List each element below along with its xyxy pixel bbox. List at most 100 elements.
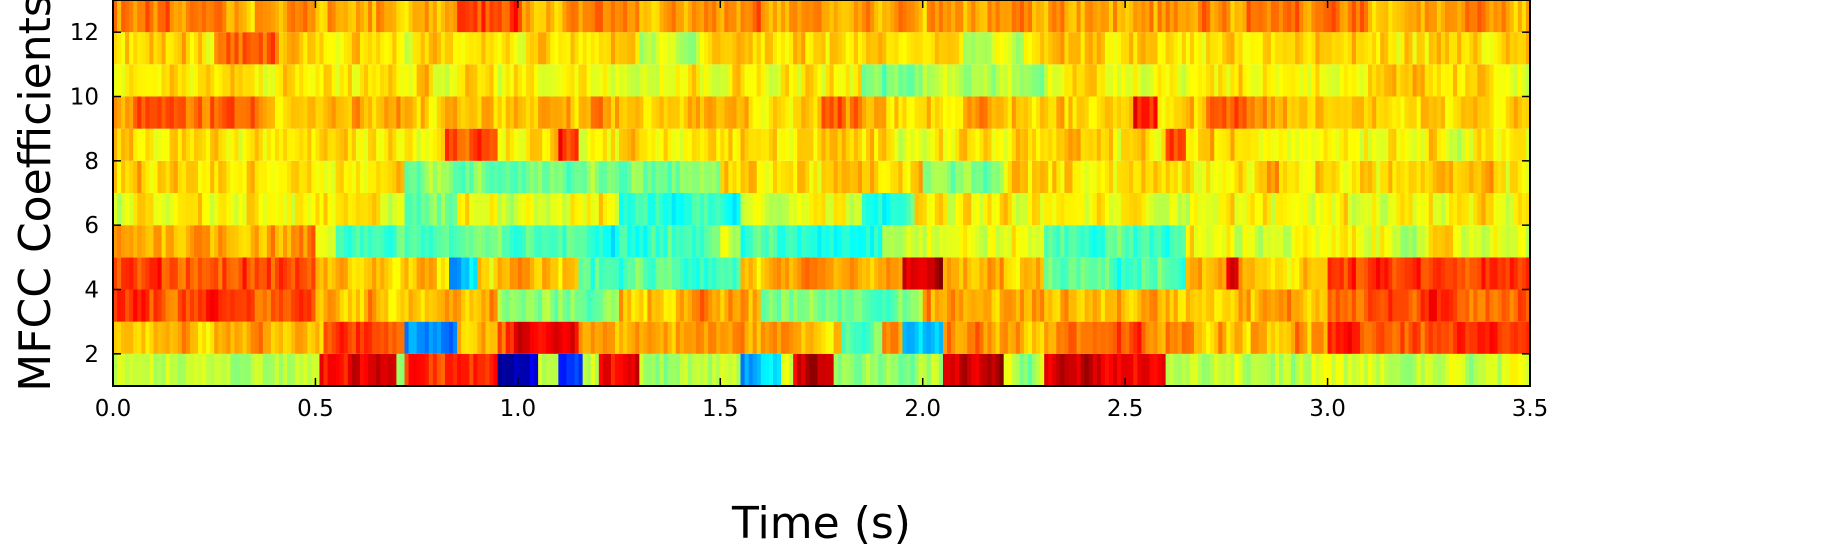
- heatmap-cell: [521, 64, 527, 97]
- heatmap-cell: [554, 289, 559, 322]
- heatmap-cell: [1104, 0, 1110, 33]
- heatmap-cell: [250, 32, 256, 65]
- heatmap-cell: [716, 225, 721, 258]
- heatmap-cell: [983, 96, 989, 129]
- heatmap-cell: [833, 0, 839, 33]
- heatmap-cell: [1246, 225, 1252, 258]
- heatmap-cell: [291, 193, 296, 226]
- heatmap-cell: [1372, 225, 1377, 258]
- heatmap-cell: [991, 128, 997, 161]
- heatmap-cell: [157, 257, 163, 290]
- heatmap-cell: [287, 96, 292, 129]
- heatmap-cell: [202, 289, 207, 322]
- heatmap-cell: [461, 32, 466, 65]
- heatmap-cell: [1465, 0, 1470, 33]
- heatmap-cell: [396, 32, 402, 65]
- heatmap-cell: [837, 225, 843, 258]
- heatmap-cell: [457, 257, 462, 290]
- heatmap-cell: [1376, 96, 1381, 129]
- heatmap-cell: [845, 0, 851, 33]
- heatmap-cell: [1185, 96, 1191, 129]
- heatmap-cell: [1177, 289, 1183, 322]
- heatmap-cell: [347, 64, 353, 97]
- heatmap-cell: [671, 32, 677, 65]
- heatmap-cell: [1376, 321, 1381, 354]
- heatmap-cell: [793, 257, 798, 290]
- heatmap-cell: [1214, 225, 1219, 258]
- heatmap-cell: [671, 96, 677, 129]
- heatmap-cell: [440, 257, 446, 290]
- heatmap-cell: [149, 353, 155, 386]
- heatmap-cell: [793, 321, 798, 354]
- heatmap-cell: [1161, 0, 1167, 33]
- heatmap-cell: [214, 225, 219, 258]
- heatmap-cell: [392, 32, 397, 65]
- heatmap-cell: [550, 128, 555, 161]
- heatmap-cell: [1129, 193, 1134, 226]
- heatmap-cell: [1121, 353, 1126, 386]
- heatmap-cell: [1076, 225, 1082, 258]
- heatmap-cell: [113, 160, 118, 193]
- heatmap-cell: [270, 64, 276, 97]
- heatmap-cell: [833, 160, 839, 193]
- heatmap-cell: [586, 289, 592, 322]
- heatmap-cell: [659, 257, 665, 290]
- heatmap-cell: [299, 321, 304, 354]
- heatmap-cell: [651, 353, 657, 386]
- heatmap-cell: [364, 225, 369, 258]
- heatmap-cell: [278, 193, 284, 226]
- heatmap-cell: [1222, 289, 1227, 322]
- heatmap-cell: [1489, 289, 1495, 322]
- heatmap-cell: [744, 64, 750, 97]
- heatmap-cell: [493, 225, 499, 258]
- heatmap-cell: [266, 64, 272, 97]
- heatmap-cell: [453, 353, 458, 386]
- heatmap-cell: [566, 128, 572, 161]
- heatmap-cell: [1449, 64, 1454, 97]
- heatmap-cell: [351, 193, 357, 226]
- heatmap-cell: [857, 225, 863, 258]
- heatmap-cell: [700, 193, 705, 226]
- heatmap-cell: [335, 32, 341, 65]
- heatmap-cell: [853, 225, 859, 258]
- heatmap-cell: [558, 225, 563, 258]
- heatmap-cell: [173, 96, 179, 129]
- heatmap-cell: [396, 257, 402, 290]
- heatmap-cell: [1291, 96, 1296, 129]
- heatmap-cell: [331, 257, 337, 290]
- heatmap-cell: [700, 64, 705, 97]
- heatmap-cell: [602, 64, 608, 97]
- heatmap-cell: [368, 321, 373, 354]
- heatmap-cell: [1214, 64, 1219, 97]
- heatmap-cell: [590, 257, 596, 290]
- heatmap-cell: [1258, 128, 1264, 161]
- heatmap-cell: [558, 257, 563, 290]
- heatmap-cell: [436, 96, 442, 129]
- heatmap-cell: [1396, 193, 1402, 226]
- heatmap-cell: [918, 289, 924, 322]
- heatmap-cell: [1125, 160, 1130, 193]
- heatmap-cell: [1453, 160, 1458, 193]
- heatmap-cell: [1274, 193, 1280, 226]
- heatmap-cell: [1335, 321, 1341, 354]
- heatmap-cell: [307, 353, 312, 386]
- heatmap-cell: [141, 160, 146, 193]
- heatmap-cell: [1072, 193, 1078, 226]
- heatmap-cell: [1048, 0, 1053, 33]
- heatmap-cell: [1291, 64, 1296, 97]
- heatmap-cell: [534, 96, 539, 129]
- heatmap-cell: [335, 289, 341, 322]
- heatmap-cell: [481, 225, 487, 258]
- heatmap-cell: [242, 257, 248, 290]
- heatmap-cell: [287, 64, 292, 97]
- heatmap-cell: [1161, 353, 1167, 386]
- heatmap-cell: [890, 96, 895, 129]
- heatmap-cell: [185, 32, 191, 65]
- heatmap-cell: [813, 64, 819, 97]
- heatmap-cell: [1327, 193, 1333, 226]
- heatmap-cell: [1032, 321, 1037, 354]
- heatmap-cell: [1513, 32, 1519, 65]
- heatmap-cell: [643, 225, 649, 258]
- heatmap-cell: [955, 353, 960, 386]
- heatmap-cell: [230, 128, 236, 161]
